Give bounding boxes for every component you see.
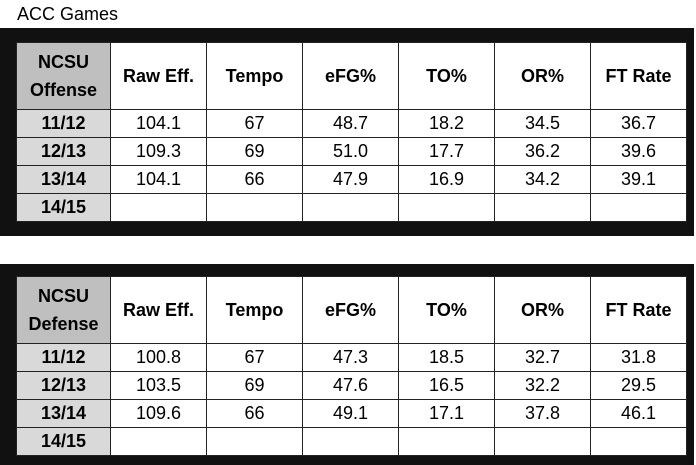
table-cell: 34.2 <box>494 165 591 194</box>
corner-line-2: Offense <box>29 80 98 100</box>
offense-table-frame: NCSU Offense Raw Eff. Tempo eFG% TO% OR%… <box>0 28 694 236</box>
table-cell <box>494 193 591 222</box>
row-header: 12/13 <box>16 371 111 400</box>
table-cell: 31.8 <box>590 343 687 372</box>
table-cell: 67 <box>206 343 303 372</box>
table-row: 14/15 <box>16 427 687 456</box>
table-cell: 67 <box>206 109 303 138</box>
defense-table: NCSU Defense Raw Eff. Tempo eFG% TO% OR%… <box>16 276 687 456</box>
table-cell <box>206 193 303 222</box>
table-cell: 49.1 <box>302 399 399 428</box>
table-cell <box>110 193 207 222</box>
column-header: Raw Eff. <box>110 42 207 110</box>
table-cell: 47.9 <box>302 165 399 194</box>
table-cell: 109.3 <box>110 137 207 166</box>
defense-header-row: NCSU Defense Raw Eff. Tempo eFG% TO% OR%… <box>16 276 687 344</box>
table-cell: 69 <box>206 137 303 166</box>
table-cell: 51.0 <box>302 137 399 166</box>
table-row: 12/13 103.5 69 47.6 16.5 32.2 29.5 <box>16 371 687 400</box>
table-cell: 16.5 <box>398 371 495 400</box>
column-header: Raw Eff. <box>110 276 207 344</box>
table-cell: 48.7 <box>302 109 399 138</box>
table-cell <box>494 427 591 456</box>
table-cell <box>302 193 399 222</box>
table-cell <box>590 427 687 456</box>
column-header: OR% <box>494 42 591 110</box>
table-cell: 34.5 <box>494 109 591 138</box>
table-cell: 18.2 <box>398 109 495 138</box>
table-cell: 46.1 <box>590 399 687 428</box>
row-header: 14/15 <box>16 193 111 222</box>
column-header: eFG% <box>302 276 399 344</box>
table-cell: 17.1 <box>398 399 495 428</box>
table-row: 12/13 109.3 69 51.0 17.7 36.2 39.6 <box>16 137 687 166</box>
table-cell: 100.8 <box>110 343 207 372</box>
table-cell <box>302 427 399 456</box>
row-header: 12/13 <box>16 137 111 166</box>
table-cell: 18.5 <box>398 343 495 372</box>
column-header: Tempo <box>206 276 303 344</box>
table-cell: 47.3 <box>302 343 399 372</box>
table-cell <box>398 427 495 456</box>
table-cell <box>206 427 303 456</box>
table-cell: 103.5 <box>110 371 207 400</box>
table-cell: 39.6 <box>590 137 687 166</box>
table-cell: 104.1 <box>110 165 207 194</box>
column-header: TO% <box>398 42 495 110</box>
offense-corner-header: NCSU Offense <box>16 42 111 110</box>
column-header: FT Rate <box>590 276 687 344</box>
table-cell <box>398 193 495 222</box>
corner-line-1: NCSU <box>37 52 89 72</box>
table-row: 11/12 100.8 67 47.3 18.5 32.7 31.8 <box>16 343 687 372</box>
table-cell: 109.6 <box>110 399 207 428</box>
table-cell: 32.2 <box>494 371 591 400</box>
offense-table: NCSU Offense Raw Eff. Tempo eFG% TO% OR%… <box>16 42 687 222</box>
row-header: 13/14 <box>16 165 111 194</box>
table-cell: 69 <box>206 371 303 400</box>
column-header: OR% <box>494 276 591 344</box>
table-cell: 66 <box>206 165 303 194</box>
page-title: ACC Games <box>17 4 119 24</box>
row-header: 11/12 <box>16 109 111 138</box>
table-cell: 29.5 <box>590 371 687 400</box>
table-cell: 36.7 <box>590 109 687 138</box>
table-cell: 36.2 <box>494 137 591 166</box>
offense-header-row: NCSU Offense Raw Eff. Tempo eFG% TO% OR%… <box>16 42 687 110</box>
table-row: 14/15 <box>16 193 687 222</box>
row-header: 14/15 <box>16 427 111 456</box>
table-cell <box>110 427 207 456</box>
table-row: 13/14 109.6 66 49.1 17.1 37.8 46.1 <box>16 399 687 428</box>
table-cell: 17.7 <box>398 137 495 166</box>
table-cell: 66 <box>206 399 303 428</box>
row-header: 13/14 <box>16 399 111 428</box>
corner-line-2: Defense <box>28 314 99 334</box>
column-header: FT Rate <box>590 42 687 110</box>
table-cell: 16.9 <box>398 165 495 194</box>
table-cell: 37.8 <box>494 399 591 428</box>
row-header: 11/12 <box>16 343 111 372</box>
table-row: 11/12 104.1 67 48.7 18.2 34.5 36.7 <box>16 109 687 138</box>
defense-corner-header: NCSU Defense <box>16 276 111 344</box>
table-cell <box>590 193 687 222</box>
column-header: Tempo <box>206 42 303 110</box>
table-cell: 104.1 <box>110 109 207 138</box>
table-cell: 39.1 <box>590 165 687 194</box>
table-row: 13/14 104.1 66 47.9 16.9 34.2 39.1 <box>16 165 687 194</box>
column-header: eFG% <box>302 42 399 110</box>
table-cell: 47.6 <box>302 371 399 400</box>
defense-table-frame: NCSU Defense Raw Eff. Tempo eFG% TO% OR%… <box>0 264 694 465</box>
table-cell: 32.7 <box>494 343 591 372</box>
column-header: TO% <box>398 276 495 344</box>
corner-line-1: NCSU <box>37 286 89 306</box>
